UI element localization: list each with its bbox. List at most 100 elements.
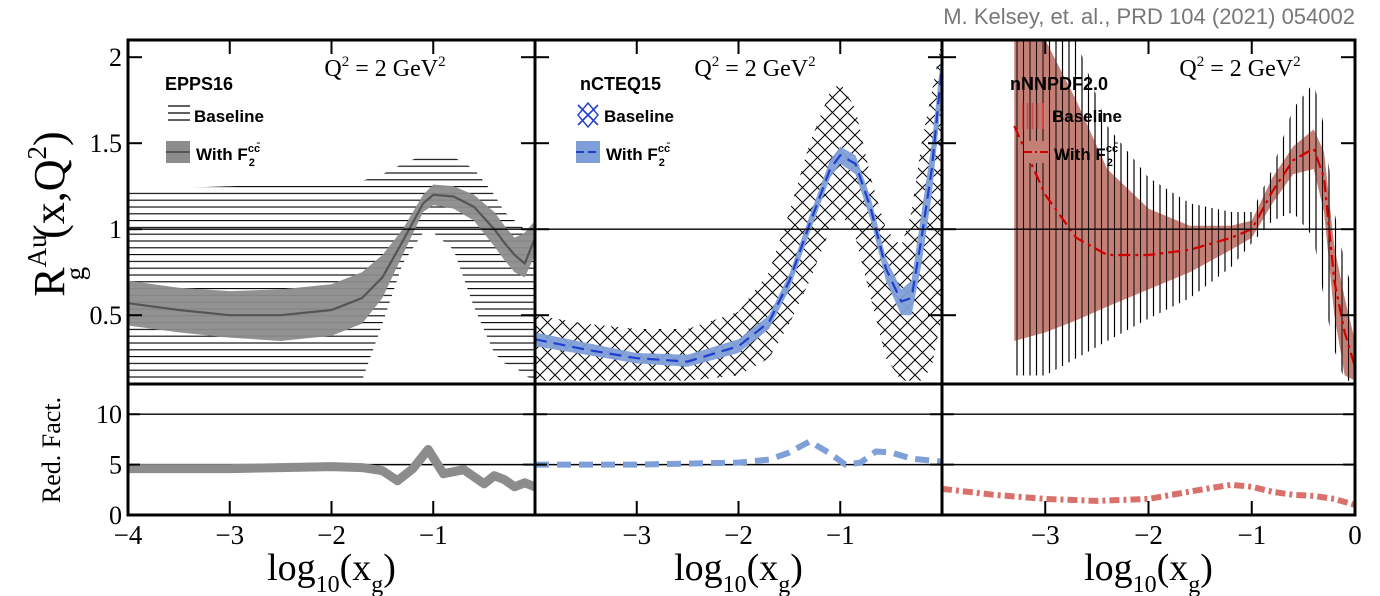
x-tick-label: −1 (826, 520, 855, 550)
legend-with-text: With F (1054, 145, 1106, 164)
x-axis-label: log10(xg) (1084, 547, 1213, 596)
q2-pre: Q (324, 56, 341, 82)
baseline-band (535, 40, 942, 381)
legend-with-sup: cc̄ (248, 143, 260, 155)
y-tick-label: 1.5 (90, 129, 123, 158)
ratio-y-tick-label: 10 (96, 400, 122, 429)
x-tick-label: −3 (215, 520, 244, 550)
x-label-close: ) (790, 547, 803, 589)
y-label-args-sup: 2 (22, 146, 52, 160)
q2-pre: Q (1179, 56, 1196, 82)
x-label-close: ) (1200, 547, 1213, 589)
x-tick-label: −3 (1031, 520, 1060, 550)
q2-sup2: 2 (438, 54, 446, 70)
x-tick-label: −2 (1134, 520, 1163, 550)
legend: Baseline With F2 cc̄ (576, 101, 674, 169)
legend-with-sub: 2 (249, 157, 255, 169)
ratio-y-tick-label: 5 (109, 451, 122, 480)
plot-area-top (128, 153, 535, 381)
legend-baseline-swatch (577, 104, 599, 126)
legend-with-label: With F2 cc̄ (196, 143, 260, 169)
legend-baseline-label: Baseline (604, 107, 674, 126)
legend-baseline-label: Baseline (194, 107, 264, 126)
baseline-band-overlay (1014, 40, 1355, 381)
y-label-sup: Au (22, 234, 52, 267)
q2-post: = 2 GeV (1204, 56, 1294, 82)
x-tick-label: −2 (317, 520, 346, 550)
legend: Baseline With F2 cc̄ (166, 105, 264, 169)
x-label-sub1: 10 (723, 572, 747, 596)
legend-with-text: With F (196, 145, 248, 164)
y-label-args-close: ) (25, 131, 74, 146)
with-f2-band (128, 184, 535, 341)
q2-label: Q2 = 2 GeV2 (324, 54, 445, 82)
x-label-sub1: 10 (316, 572, 340, 596)
legend-with-sup: cc̄ (1106, 143, 1118, 155)
q2-sup: 2 (342, 54, 350, 70)
x-label-base: log (1084, 547, 1133, 589)
x-label-sub1: 10 (1133, 572, 1157, 596)
y-tick-label: 2 (109, 43, 122, 72)
central-line (535, 65, 942, 363)
x-tick-label: −4 (114, 520, 143, 550)
legend-with-sub: 2 (1107, 157, 1113, 169)
panel-title: nCTEQ15 (580, 74, 661, 94)
panel-title: EPPS16 (165, 74, 233, 94)
legend-with-label: With F2 cc̄ (606, 143, 670, 169)
baseline-band (128, 153, 535, 381)
y-axis-label-ratio: Red. Fact. (37, 397, 66, 503)
y-tick-label: 1 (109, 215, 122, 244)
x-tick-label: −3 (622, 520, 651, 550)
legend-with-sub: 2 (659, 157, 665, 169)
x-label-base: log (674, 547, 723, 589)
x-tick-label: −2 (724, 520, 753, 550)
legend: Baseline With F2 cc̄ (1022, 103, 1122, 169)
y-label-args: (x,Q (25, 159, 74, 239)
x-axis-label: log10(xg) (674, 547, 803, 596)
x-label-close: ) (383, 547, 396, 589)
q2-pre: Q (694, 56, 711, 82)
q2-label: Q2 = 2 GeV2 (694, 54, 815, 82)
frame-ratio (126, 382, 537, 517)
legend-baseline-swatch (577, 101, 599, 129)
svg-text:RAug(x,Q2): RAug (x,Q2) (22, 131, 90, 296)
panel-title: nNNPDF2.0 (1010, 74, 1108, 94)
x-tick-label: 0 (1348, 520, 1362, 550)
legend-with-text: With F (606, 145, 658, 164)
legend-baseline-swatch (1022, 103, 1044, 129)
x-label-sub2: g (778, 572, 790, 596)
plot-area-top (535, 40, 942, 381)
x-tick-label: −1 (419, 520, 448, 550)
y-axis-label-main: RAug (x,Q2) (22, 131, 90, 296)
ratio-line (128, 445, 535, 492)
q2-sup: 2 (1197, 54, 1205, 70)
x-label-sub2: g (371, 572, 383, 596)
q2-sup2: 2 (1293, 54, 1301, 70)
credit-line: M. Kelsey, et. al., PRD 104 (2021) 05400… (943, 4, 1355, 29)
frame-ratio (940, 382, 1357, 517)
x-label-mid: (x (340, 547, 372, 589)
q2-label: Q2 = 2 GeV2 (1179, 54, 1300, 82)
x-label-base: log (267, 547, 316, 589)
q2-sup: 2 (712, 54, 720, 70)
ratio-y-tick-label: 0 (109, 501, 122, 530)
x-label-mid: (x (1157, 547, 1189, 589)
y-label-base: R (25, 267, 74, 297)
plot-area-ratio (128, 413, 535, 492)
y-label-sub: g (60, 267, 90, 281)
x-tick-label: −1 (1237, 520, 1266, 550)
plot-area-top (1013, 40, 1355, 381)
q2-post: = 2 GeV (719, 56, 809, 82)
q2-post: = 2 GeV (349, 56, 439, 82)
y-tick-label: 0.5 (90, 301, 123, 330)
central-line (128, 193, 535, 317)
plot-area-ratio (942, 413, 1355, 508)
x-label-sub2: g (1188, 572, 1200, 596)
q2-sup2: 2 (808, 54, 816, 70)
x-axis-label: log10(xg) (267, 547, 396, 596)
legend-baseline-label: Baseline (1052, 107, 1122, 126)
